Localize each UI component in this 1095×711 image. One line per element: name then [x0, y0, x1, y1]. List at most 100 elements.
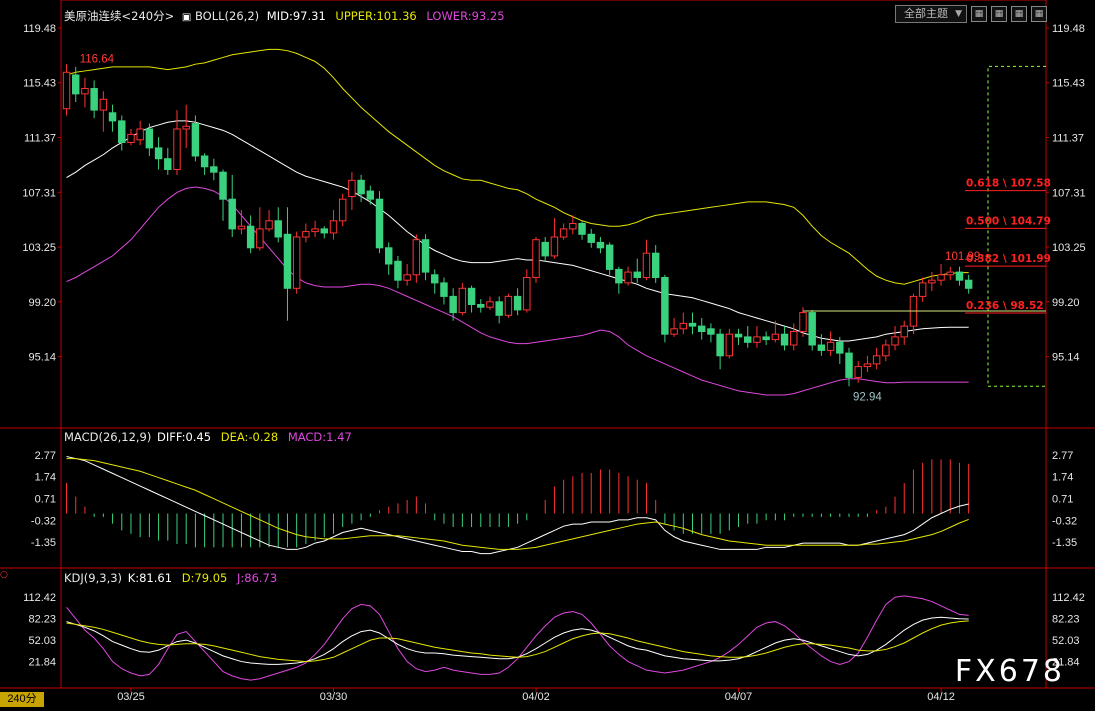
candle-body [320, 228, 329, 234]
candle-body [191, 123, 200, 157]
candle-body [256, 228, 264, 249]
macd-label: MACD(26,12,9) [64, 430, 152, 444]
candle-body [725, 333, 734, 357]
price-annotation: 92.94 [853, 391, 882, 403]
candle-body [716, 333, 724, 357]
theme-select[interactable]: 全部主题 ▼ [895, 5, 967, 23]
candle-body [311, 228, 319, 233]
macd-header: MACD(26,12,9) DIFF:0.45 DEA:-0.28 MACD:1… [64, 430, 352, 444]
kdj-y-tick-right: 112.42 [1052, 592, 1085, 604]
candle-body [366, 190, 375, 200]
price-annotation: 101.99 [945, 251, 980, 263]
candle-body [707, 328, 715, 335]
kdj-header: KDJ(9,3,3) K:81.61 D:79.05 J:86.73 [64, 571, 277, 585]
fib-label: 0.382 \ 101.99 [966, 253, 1051, 265]
candle-body [431, 274, 439, 284]
y-tick-label-left: 115.43 [23, 78, 56, 90]
candle-body [587, 233, 595, 243]
candle-body [467, 287, 476, 305]
kdj-y-tick-left: 52.03 [28, 635, 56, 647]
y-tick-label-right: 95.14 [1052, 352, 1080, 364]
layout-icon-2[interactable]: ▦ [991, 6, 1007, 22]
candle-body [375, 198, 384, 249]
kdj-d-line [66, 620, 969, 663]
y-tick-label-right: 99.20 [1052, 297, 1080, 309]
layout-icon-3[interactable]: ▦ [1011, 6, 1027, 22]
kdj-y-tick-left: 82.23 [28, 614, 56, 626]
macd-y-tick-left: -0.32 [31, 515, 56, 527]
candle-body [283, 233, 292, 289]
candle-body [734, 333, 743, 338]
macd-y-tick-right: 2.77 [1052, 450, 1073, 462]
kdj-y-tick-right: 82.23 [1052, 614, 1080, 626]
candle-body [90, 87, 98, 111]
candle-body [329, 220, 338, 234]
candle-body [440, 282, 448, 297]
candle-body [421, 239, 430, 273]
candle-body [937, 274, 945, 281]
candle-body [651, 252, 660, 278]
candle-body [845, 352, 853, 378]
candle-body [964, 279, 973, 289]
price-annotation: 116.64 [80, 53, 115, 65]
macd-dea-line [66, 458, 969, 550]
kdj-y-tick-right: 21.84 [1052, 657, 1080, 669]
theme-select-value: 全部主题 [904, 7, 948, 20]
y-tick-label-left: 119.48 [23, 23, 56, 35]
candle-body [771, 333, 780, 341]
candle-body [762, 336, 770, 341]
y-tick-label-left: 107.31 [22, 187, 56, 199]
y-tick-label-right: 103.25 [1052, 242, 1086, 254]
watermark: FX678 [954, 654, 1065, 689]
period-tab[interactable]: 240分 [0, 692, 44, 707]
candle-body [495, 301, 503, 316]
candle-body [918, 282, 927, 297]
candle-body [550, 236, 559, 257]
chevron-down-icon: ▼ [955, 9, 962, 19]
candle-body [145, 128, 154, 149]
y-tick-label-left: 99.20 [28, 297, 56, 309]
layout-icon-4[interactable]: ▦ [1031, 6, 1047, 22]
candle-body [210, 166, 218, 173]
candle-body [99, 98, 108, 111]
candle-body [292, 236, 301, 289]
candle-body [237, 225, 246, 230]
candle-body [817, 344, 826, 351]
candle-body [882, 344, 890, 357]
candle-body [458, 287, 467, 314]
fib-label: 0.618 \ 107.58 [966, 178, 1051, 190]
period-label[interactable]: <240分> [121, 9, 175, 23]
candle-body [578, 222, 586, 235]
layout-icon-1[interactable]: ▦ [971, 6, 987, 22]
candle-body [955, 271, 964, 281]
candle-body [154, 147, 163, 160]
candle-body [946, 271, 954, 276]
boll-mid-line [66, 120, 969, 342]
candle-body [338, 198, 347, 222]
macd-dea: DEA:-0.28 [220, 430, 279, 444]
candle-body [173, 128, 181, 170]
symbol-name: 美原油连续 [64, 9, 122, 23]
candle-body [790, 330, 798, 346]
candle-body [504, 295, 513, 316]
boll-icon[interactable]: ▣ [181, 12, 192, 23]
candle-body [384, 247, 393, 265]
kdj-j-line [66, 595, 969, 681]
kdj-d: D:79.05 [181, 571, 228, 585]
kdj-y-tick-left: 112.42 [23, 592, 56, 604]
candle-body [928, 279, 936, 284]
candle-body [826, 341, 835, 351]
candle-body [633, 271, 641, 278]
macd-y-tick-right: -1.35 [1052, 537, 1077, 549]
candle-body [541, 241, 549, 257]
macd-y-tick-right: -0.32 [1052, 515, 1077, 527]
candle-body [394, 260, 402, 281]
macd-y-tick-right: 0.71 [1052, 494, 1073, 506]
x-tick-label: 04/02 [522, 691, 550, 703]
candle-body [863, 363, 872, 368]
candle-body [302, 231, 310, 238]
cursor-marker-icon: ○ [0, 570, 8, 580]
kdj-k: K:81.61 [127, 571, 173, 585]
